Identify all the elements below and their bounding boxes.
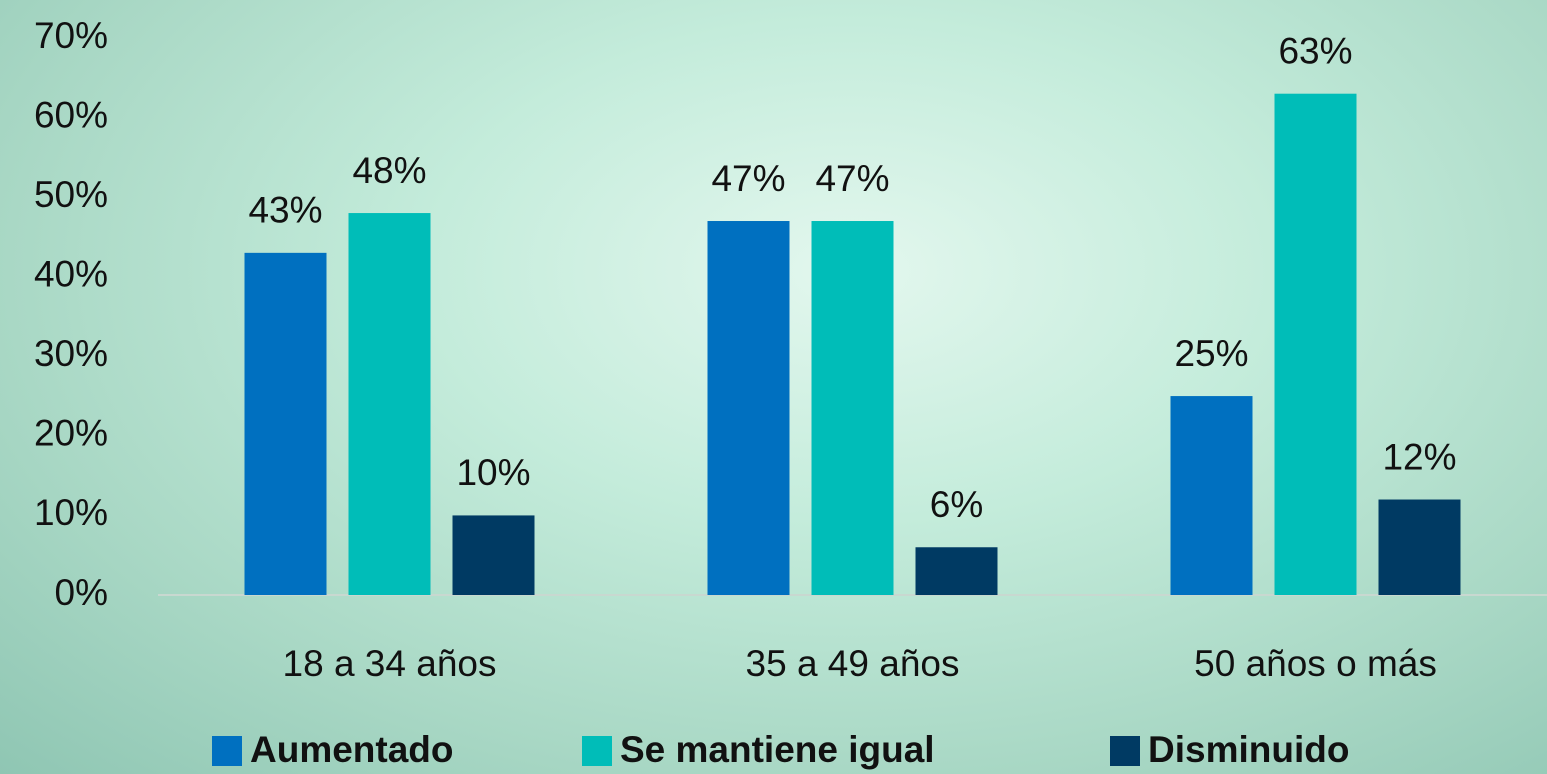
legend-text: Se mantiene igual: [620, 729, 935, 770]
y-tick-label: 70%: [34, 15, 108, 56]
bar: [245, 253, 327, 595]
y-tick-label: 40%: [34, 253, 108, 294]
x-tick-label: 35 a 49 años: [746, 643, 960, 684]
y-tick-label: 60%: [34, 94, 108, 135]
page: 0% 10% 20% 30% 40% 50% 60% 70% 18 a 34 años 43% 48…: [0, 0, 1547, 774]
data-label: 10%: [456, 452, 530, 493]
data-label: 63%: [1278, 30, 1352, 71]
legend-text: Aumentado: [250, 729, 454, 770]
x-tick-label: 18 a 34 años: [283, 643, 497, 684]
data-label: 6%: [930, 484, 983, 525]
y-tick-label: 20%: [34, 413, 108, 454]
legend-text: Disminuido: [1148, 729, 1349, 770]
bar: [1379, 500, 1461, 595]
bar: [812, 221, 894, 595]
legend-swatch: [1110, 736, 1140, 766]
data-label: 25%: [1174, 333, 1248, 374]
data-label: 12%: [1382, 436, 1456, 477]
legend-swatch: [212, 736, 242, 766]
y-tick-label: 0%: [55, 572, 108, 613]
y-tick-label: 10%: [34, 492, 108, 533]
bar: [1171, 396, 1253, 595]
data-label: 47%: [815, 158, 889, 199]
y-tick-label: 50%: [34, 174, 108, 215]
bar: [916, 547, 998, 595]
bar: [453, 515, 535, 595]
x-tick-label: 50 años o más: [1194, 643, 1437, 684]
bar: [708, 221, 790, 595]
y-tick-label: 30%: [34, 333, 108, 374]
data-label: 43%: [248, 190, 322, 231]
bar: [349, 213, 431, 595]
data-label: 48%: [352, 150, 426, 191]
legend-swatch: [582, 736, 612, 766]
bar: [1275, 94, 1357, 595]
chart: 0% 10% 20% 30% 40% 50% 60% 70% 18 a 34 años 43% 48…: [0, 0, 1547, 774]
data-label: 47%: [711, 158, 785, 199]
